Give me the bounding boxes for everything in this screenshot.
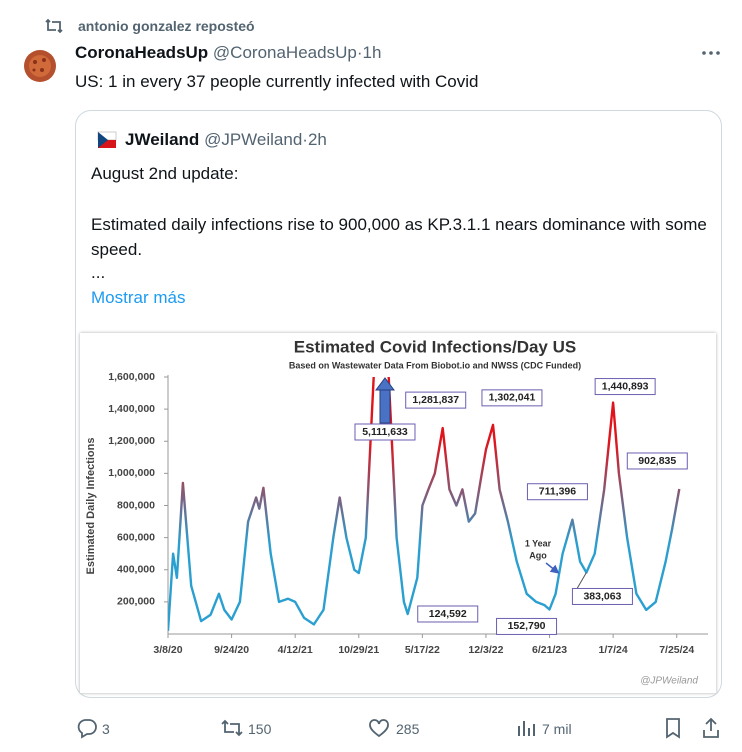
data-label: 5,111,633 — [362, 426, 408, 438]
data-label-box — [405, 391, 467, 409]
quote-time[interactable]: 2h — [307, 130, 327, 149]
reply-icon[interactable] — [76, 717, 98, 739]
data-label: 1,440,893 — [602, 380, 649, 392]
post-header: CoronaHeadsUp @CoronaHeadsUp·1h — [75, 43, 381, 63]
x-tick-label: 5/17/22 — [405, 644, 440, 656]
bookmark-icon[interactable] — [663, 717, 683, 739]
y-tick-label: 1,600,000 — [108, 371, 155, 383]
x-tick-label: 7/25/24 — [659, 644, 694, 656]
data-label: 152,790 — [508, 620, 546, 632]
share-icon[interactable] — [701, 717, 721, 739]
like-icon[interactable] — [368, 718, 390, 738]
x-tick-label: 1/7/24 — [599, 644, 628, 656]
x-tick-label: 10/29/21 — [338, 644, 379, 656]
y-tick-label: 600,000 — [117, 531, 155, 543]
show-more[interactable]: Mostrar más — [91, 288, 186, 307]
watermark: @JPWeiland — [640, 676, 698, 687]
more-button[interactable] — [700, 46, 722, 60]
data-label-box — [481, 389, 543, 407]
action-bar: 3 150 285 7 mil — [0, 716, 742, 742]
y-axis-label: Estimated Daily Infections — [85, 438, 97, 575]
avatar — [24, 50, 56, 82]
x-tick-label: 9/24/20 — [214, 644, 249, 656]
label-arrow-head — [374, 377, 395, 391]
annotation: Ago — [529, 550, 547, 560]
data-label-box — [626, 452, 688, 470]
data-label: 902,835 — [638, 455, 676, 467]
y-tick-label: 800,000 — [117, 499, 155, 511]
quote-line: ... — [91, 263, 106, 282]
data-label-box — [526, 483, 588, 501]
separator: · — [302, 130, 308, 149]
x-tick-label: 6/21/23 — [532, 644, 567, 656]
views-count: 7 mil — [542, 721, 572, 737]
repost-count: 150 — [248, 721, 272, 737]
post-text: US: 1 in every 37 people currently infec… — [75, 72, 479, 91]
y-tick-label: 400,000 — [117, 564, 155, 576]
y-tick-label: 1,200,000 — [108, 435, 155, 447]
data-label-box — [571, 587, 633, 605]
repost-icon — [45, 18, 63, 34]
data-label-box — [417, 605, 479, 623]
author-handle[interactable]: @CoronaHeadsUp — [212, 43, 357, 62]
x-tick-label: 12/3/22 — [468, 644, 503, 656]
quote-card[interactable] — [75, 110, 722, 698]
author-name[interactable]: CoronaHeadsUp — [75, 43, 209, 62]
quote-name[interactable]: JWeiland — [125, 130, 200, 149]
x-tick-label: 4/12/21 — [278, 644, 313, 656]
views-icon[interactable] — [516, 718, 536, 738]
data-label-box — [354, 423, 416, 441]
chart: Estimated Covid Infections/Day US Based … — [80, 333, 716, 693]
series-line — [168, 377, 681, 631]
data-label: 383,063 — [583, 590, 621, 602]
y-tick-label: 1,400,000 — [108, 403, 155, 415]
chart-title: Estimated Covid Infections/Day US — [294, 337, 576, 356]
reply-count: 3 — [102, 721, 110, 737]
y-tick-label: 200,000 — [117, 596, 155, 608]
annotation: 1 Year — [525, 538, 552, 548]
chart-subtitle: Based on Wastewater Data From Biobot.io … — [289, 360, 581, 370]
repost-text: antonio gonzalez reposteó — [78, 18, 255, 34]
y-tick-label: 1,000,000 — [108, 467, 155, 479]
like-count: 285 — [396, 721, 420, 737]
quote-handle[interactable]: @JPWeiland — [204, 130, 303, 149]
quote-avatar — [96, 129, 118, 151]
quote-header: JWeiland @JPWeiland·2h — [125, 130, 327, 150]
post-time[interactable]: 1h — [362, 43, 382, 62]
data-label-box — [594, 378, 656, 396]
repost-button[interactable] — [220, 718, 244, 738]
annotation-arrow — [545, 562, 560, 574]
data-label: 1,302,041 — [489, 392, 536, 404]
data-label: 711,396 — [539, 486, 577, 498]
data-label-box — [496, 617, 558, 635]
data-label: 1,281,837 — [412, 394, 459, 406]
quote-line: Estimated daily infections rise to 900,0… — [91, 215, 707, 259]
quote-line: August 2nd update: — [91, 164, 239, 183]
data-label: 124,592 — [429, 608, 467, 620]
label-arrow — [379, 388, 391, 424]
separator: · — [356, 43, 363, 62]
x-tick-label: 3/8/20 — [153, 644, 182, 656]
